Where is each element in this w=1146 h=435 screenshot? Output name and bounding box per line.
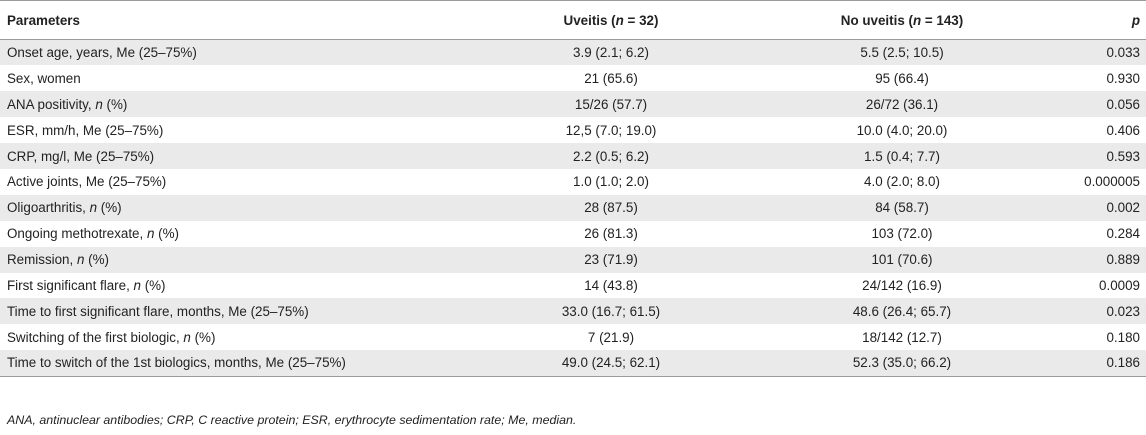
results-table: Parameters Uveitis (n = 32) No uveitis (… — [0, 0, 1146, 377]
table-body: Onset age, years, Me (25–75%) 3.9 (2.1; 6… — [0, 39, 1146, 377]
cell-p-value: 0.033 — [1012, 39, 1146, 66]
table-row: Active joints, Me (25–75%) 1.0 (1.0; 2.0)… — [0, 169, 1146, 195]
cell-no-uveitis: 101 (70.6) — [792, 246, 1012, 273]
cell-parameter: Sex, women — [7, 70, 81, 86]
cell-no-uveitis: 4.0 (2.0; 8.0) — [864, 174, 940, 190]
cell-p-value: 0.406 — [1106, 122, 1140, 138]
table-row: Time to first significant flare, months,… — [0, 298, 1146, 325]
cell-parameter: First significant flare, n (%) — [7, 277, 166, 293]
cell-uveitis: 15/26 (57.7) — [430, 91, 792, 118]
cell-no-uveitis: 5.5 (2.5; 10.5) — [792, 39, 1012, 66]
cell-uveitis: 3.9 (2.1; 6.2) — [430, 39, 792, 66]
cell-p-value: 0.023 — [1012, 298, 1146, 325]
cell-parameter: Time to switch of the 1st biologics, mon… — [0, 350, 430, 377]
cell-uveitis: 49.0 (24.5; 62.1) — [430, 350, 792, 377]
cell-uveitis: 2.2 (0.5; 6.2) — [430, 143, 792, 169]
cell-p-value: 0.0009 — [1099, 277, 1140, 293]
table-row: First significant flare, n (%) 14 (43.8) 2… — [0, 273, 1146, 299]
table-row: ESR, mm/h, Me (25–75%) 12,5 (7.0; 19.0) 10… — [0, 117, 1146, 143]
cell-no-uveitis: 26/72 (36.1) — [792, 91, 1012, 118]
cell-uveitis: 23 (71.9) — [430, 246, 792, 273]
cell-no-uveitis: 1.5 (0.4; 7.7) — [792, 143, 1012, 169]
cell-uveitis: 14 (43.8) — [584, 277, 638, 293]
cell-p-value: 0.593 — [1012, 143, 1146, 169]
cell-no-uveitis: 52.3 (35.0; 66.2) — [792, 350, 1012, 377]
cell-parameter: Ongoing methotrexate, n (%) — [7, 226, 179, 242]
cell-uveitis: 7 (21.9) — [587, 329, 635, 345]
cell-no-uveitis: 103 (72.0) — [871, 226, 933, 242]
cell-p-value: 0.889 — [1012, 246, 1146, 273]
cell-parameter: Time to first significant flare, months,… — [0, 298, 430, 325]
table-row: Ongoing methotrexate, n (%) 26 (81.3) 103 … — [0, 221, 1146, 247]
table-row: Time to switch of the 1st biologics, mon… — [0, 350, 1146, 377]
table-row: Sex, women 21 (65.6) 95 (66.4) 0.930 — [0, 65, 1146, 91]
table-row: Remission, n (%) 23 (71.9) 101 (70.6) 0.889 — [0, 246, 1146, 273]
cell-no-uveitis: 18/142 (12.7) — [862, 329, 942, 345]
header-no-uveitis: No uveitis (n = 143) — [792, 0, 1012, 40]
cell-p-value: 0.056 — [1012, 91, 1146, 118]
table-row: CRP, mg/l, Me (25–75%) 2.2 (0.5; 6.2) 1.5 … — [0, 143, 1146, 169]
cell-uveitis: 28 (87.5) — [430, 194, 792, 221]
header-parameters: Parameters — [0, 0, 430, 40]
cell-no-uveitis: 84 (58.7) — [792, 194, 1012, 221]
cell-uveitis: 21 (65.6) — [584, 70, 638, 86]
cell-no-uveitis: 24/142 (16.9) — [862, 277, 942, 293]
cell-p-value: 0.180 — [1106, 329, 1140, 345]
table-row: ANA positivity, n (%) 15/26 (57.7) 26/72 (… — [0, 91, 1146, 118]
cell-no-uveitis: 48.6 (26.4; 65.7) — [792, 298, 1012, 325]
cell-p-value: 0.000005 — [1084, 174, 1140, 190]
cell-parameter: Switching of the first biologic, n (%) — [7, 329, 216, 345]
cell-uveitis: 1.0 (1.0; 2.0) — [573, 174, 649, 190]
table-header: Parameters Uveitis (n = 32) No uveitis (… — [0, 0, 1146, 40]
cell-parameter: Oligoarthritis, n (%) — [0, 194, 430, 221]
header-uveitis: Uveitis (n = 32) — [430, 0, 792, 40]
cell-p-value: 0.002 — [1012, 194, 1146, 221]
cell-uveitis: 26 (81.3) — [584, 226, 638, 242]
cell-no-uveitis: 95 (66.4) — [875, 70, 929, 86]
cell-parameter: Remission, n (%) — [0, 246, 430, 273]
cell-p-value: 0.930 — [1106, 70, 1140, 86]
table-row: Oligoarthritis, n (%) 28 (87.5) 84 (58.7) 0… — [0, 194, 1146, 221]
cell-p-value: 0.186 — [1012, 350, 1146, 377]
cell-parameter: ANA positivity, n (%) — [0, 91, 430, 118]
cell-parameter: Active joints, Me (25–75%) — [7, 174, 167, 190]
cell-parameter: CRP, mg/l, Me (25–75%) — [0, 143, 430, 169]
table-row: Onset age, years, Me (25–75%) 3.9 (2.1; 6… — [0, 39, 1146, 66]
header-p-value: p — [1012, 0, 1146, 40]
cell-parameter: ESR, mm/h, Me (25–75%) — [7, 122, 164, 138]
cell-parameter: Onset age, years, Me (25–75%) — [0, 39, 430, 66]
cell-uveitis: 12,5 (7.0; 19.0) — [565, 122, 657, 138]
table-footnote: ANA, antinuclear antibodies; CRP, C reac… — [7, 413, 577, 427]
header-row: Parameters Uveitis (n = 32) No uveitis (… — [0, 0, 1146, 40]
cell-uveitis: 33.0 (16.7; 61.5) — [430, 298, 792, 325]
table-row: Switching of the first biologic, n (%) 7 … — [0, 324, 1146, 350]
cell-no-uveitis: 10.0 (4.0; 20.0) — [856, 122, 948, 138]
cell-p-value: 0.284 — [1106, 226, 1140, 242]
